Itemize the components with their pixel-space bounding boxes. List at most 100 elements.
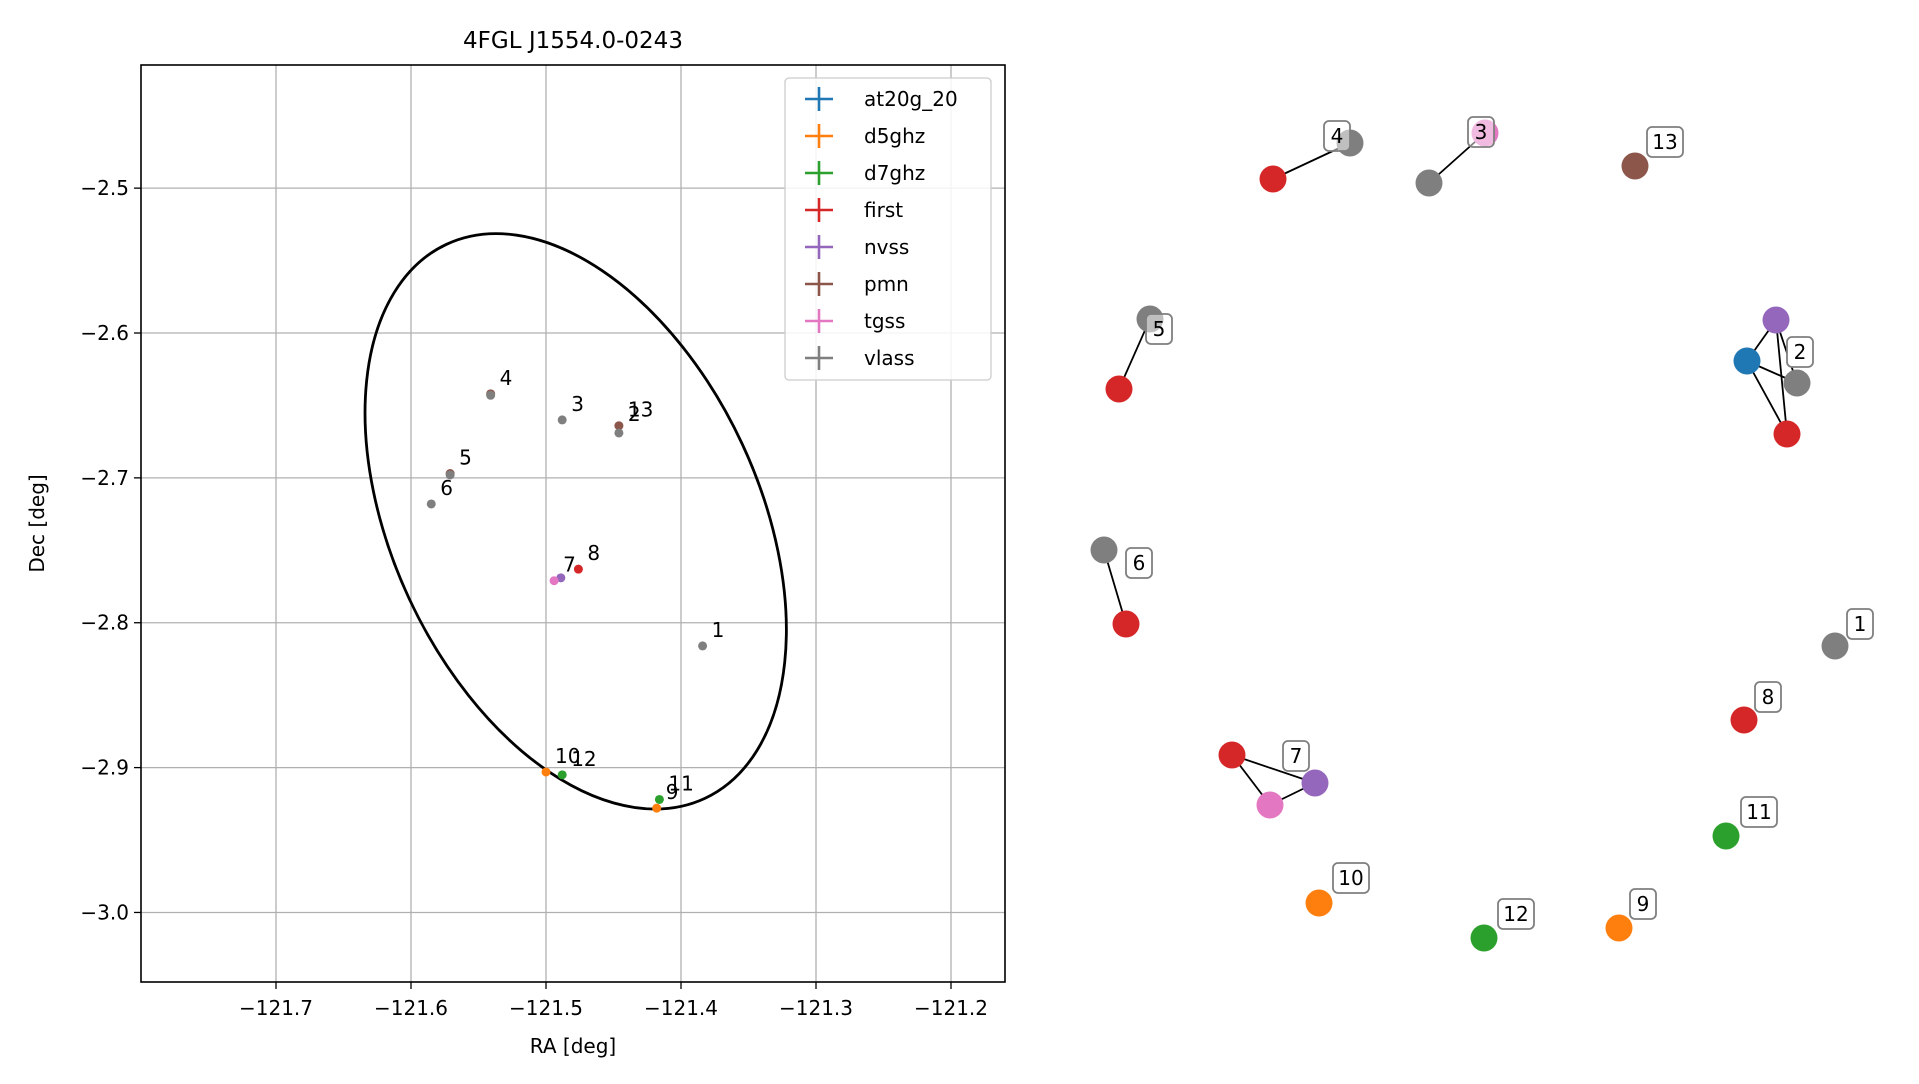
group-label-box — [1740, 796, 1778, 828]
group-label-box — [1497, 898, 1535, 930]
y-tick-label: −3.0 — [80, 900, 129, 924]
source-label: 12 — [571, 747, 596, 771]
group-label-box — [1467, 116, 1495, 148]
crossmatch-group-13: 13 — [1621, 126, 1684, 180]
group-label-box — [1125, 547, 1153, 579]
y-tick-label: −2.9 — [80, 756, 129, 780]
crossmatch-node-at20g_20 — [1733, 347, 1761, 375]
source-point-vlass — [486, 390, 496, 400]
crossmatch-node-first — [1259, 165, 1287, 193]
group-label: 5 — [1153, 317, 1166, 341]
source-label: 10 — [555, 744, 580, 768]
group-label-box — [1846, 608, 1874, 640]
group-label: 10 — [1338, 866, 1363, 890]
crossmatch-node-d5ghz — [1605, 914, 1633, 942]
localization-ellipse — [363, 232, 788, 811]
group-label: 6 — [1133, 551, 1146, 575]
group-label-box — [1786, 336, 1814, 368]
group-label-box — [1323, 120, 1351, 152]
group-label: 3 — [1475, 120, 1488, 144]
group-label: 11 — [1746, 800, 1771, 824]
crossmatch-group-5: 5 — [1105, 305, 1173, 403]
plot-frame — [140, 64, 1006, 983]
source-label: 8 — [587, 541, 600, 565]
crossmatch-node-first — [1105, 375, 1133, 403]
x-axis-label: RA [deg] — [530, 1034, 616, 1058]
source-label: 3 — [571, 392, 584, 416]
source-point-first — [573, 564, 583, 574]
source-point-vlass — [698, 641, 708, 651]
legend-label: at20g_20 — [864, 87, 958, 111]
group-label: 13 — [1652, 130, 1677, 154]
legend-entry-d7ghz: d7ghz — [805, 161, 925, 185]
legend-label: d7ghz — [864, 161, 925, 185]
legend-label: pmn — [864, 272, 909, 296]
crossmatch-node-vlass — [1783, 369, 1811, 397]
x-tick-label: −121.5 — [509, 996, 583, 1020]
source-label: 1 — [712, 618, 725, 642]
crossmatch-node-nvss — [1301, 769, 1329, 797]
axis-ticks: −121.7 −121.6 −121.5 −121.4 −121.3 −121.2 −2.5… — [80, 176, 988, 1020]
group-label-box — [1629, 888, 1657, 920]
source-point-vlass — [614, 428, 624, 438]
source-label: 6 — [440, 476, 453, 500]
group-label: 7 — [1290, 744, 1303, 768]
y-tick-label: −2.7 — [80, 466, 129, 490]
source-point-d7ghz — [557, 770, 567, 780]
crossmatch-group-1: 1 — [1821, 608, 1874, 660]
group-label: 8 — [1762, 685, 1775, 709]
y-tick-label: −2.8 — [80, 611, 129, 635]
crossmatch-node-tgss — [1256, 791, 1284, 819]
x-tick-label: −121.3 — [779, 996, 853, 1020]
legend: at20g_20 d5ghz d7ghz first nvss pmn tgss vlass — [784, 77, 992, 381]
legend-label: nvss — [864, 235, 909, 259]
legend-label: vlass — [864, 346, 915, 370]
crossmatch-node-first — [1218, 741, 1246, 769]
legend-entry-tgss: tgss — [805, 309, 905, 333]
crossmatch-node-first — [1773, 420, 1801, 448]
crossmatch-node-pmn — [1621, 152, 1649, 180]
x-tick-label: −121.7 — [239, 996, 313, 1020]
source-point-tgss — [549, 576, 559, 586]
crossmatch-group-11: 11 — [1712, 796, 1778, 850]
source-point-d5ghz — [541, 767, 551, 777]
crossmatch-node-first — [1730, 706, 1758, 734]
source-points — [426, 389, 708, 813]
crossmatch-group-6: 6 — [1090, 536, 1153, 638]
crossmatch-group-9: 9 — [1605, 888, 1657, 942]
group-label: 4 — [1331, 124, 1344, 148]
source-label: 13 — [628, 398, 653, 422]
localization-ellipse-layer — [363, 232, 788, 811]
crossmatch-node-d5ghz — [1305, 889, 1333, 917]
legend-label: d5ghz — [864, 124, 925, 148]
crossmatch-edge — [1746, 360, 1788, 435]
group-label-box — [1332, 862, 1370, 894]
legend-entry-first: first — [805, 198, 903, 222]
crossmatch-node-first — [1112, 610, 1140, 638]
source-point-vlass — [445, 470, 455, 480]
group-label: 1 — [1854, 612, 1867, 636]
source-label: 5 — [459, 446, 472, 470]
source-label: 2 — [628, 402, 641, 426]
crossmatch-group-12: 12 — [1470, 898, 1535, 952]
x-tick-label: −121.2 — [914, 996, 988, 1020]
group-label: 12 — [1503, 902, 1528, 926]
crossmatch-node-nvss — [1762, 306, 1790, 334]
legend-box — [784, 77, 992, 381]
x-tick-label: −121.6 — [374, 996, 448, 1020]
crossmatch-group-2: 2 — [1733, 306, 1814, 448]
source-label: 4 — [500, 366, 513, 390]
crossmatch-group-3: 3 — [1415, 116, 1499, 197]
source-point-vlass — [426, 499, 436, 509]
chart-title: 4FGL J1554.0-0243 — [463, 28, 683, 54]
group-label-box — [1754, 681, 1782, 713]
legend-label: tgss — [864, 309, 905, 333]
source-point-d7ghz — [654, 794, 664, 804]
crossmatch-edge — [1231, 754, 1316, 784]
y-tick-label: −2.5 — [80, 176, 129, 200]
crossmatch-node-vlass — [1090, 536, 1118, 564]
crossmatch-node-d7ghz — [1712, 822, 1740, 850]
